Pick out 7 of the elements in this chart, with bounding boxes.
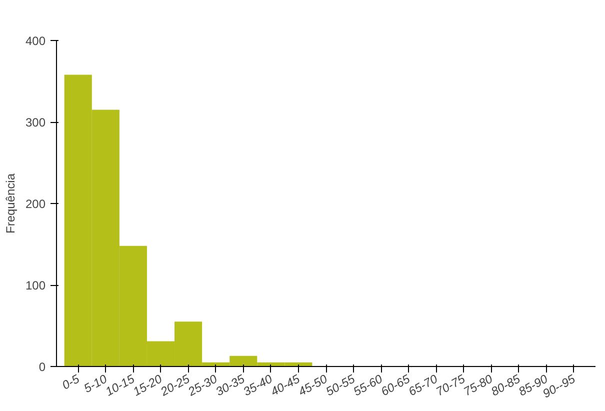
y-axis-title: Frequência — [3, 173, 18, 234]
y-tick-label: 400 — [25, 34, 46, 48]
y-tick-label: 0 — [38, 360, 46, 374]
y-tick-label: 300 — [25, 116, 46, 130]
x-tick-label: 0-5 — [60, 372, 82, 392]
y-tick-label: 100 — [25, 278, 46, 292]
y-tick-label: 200 — [25, 197, 46, 211]
